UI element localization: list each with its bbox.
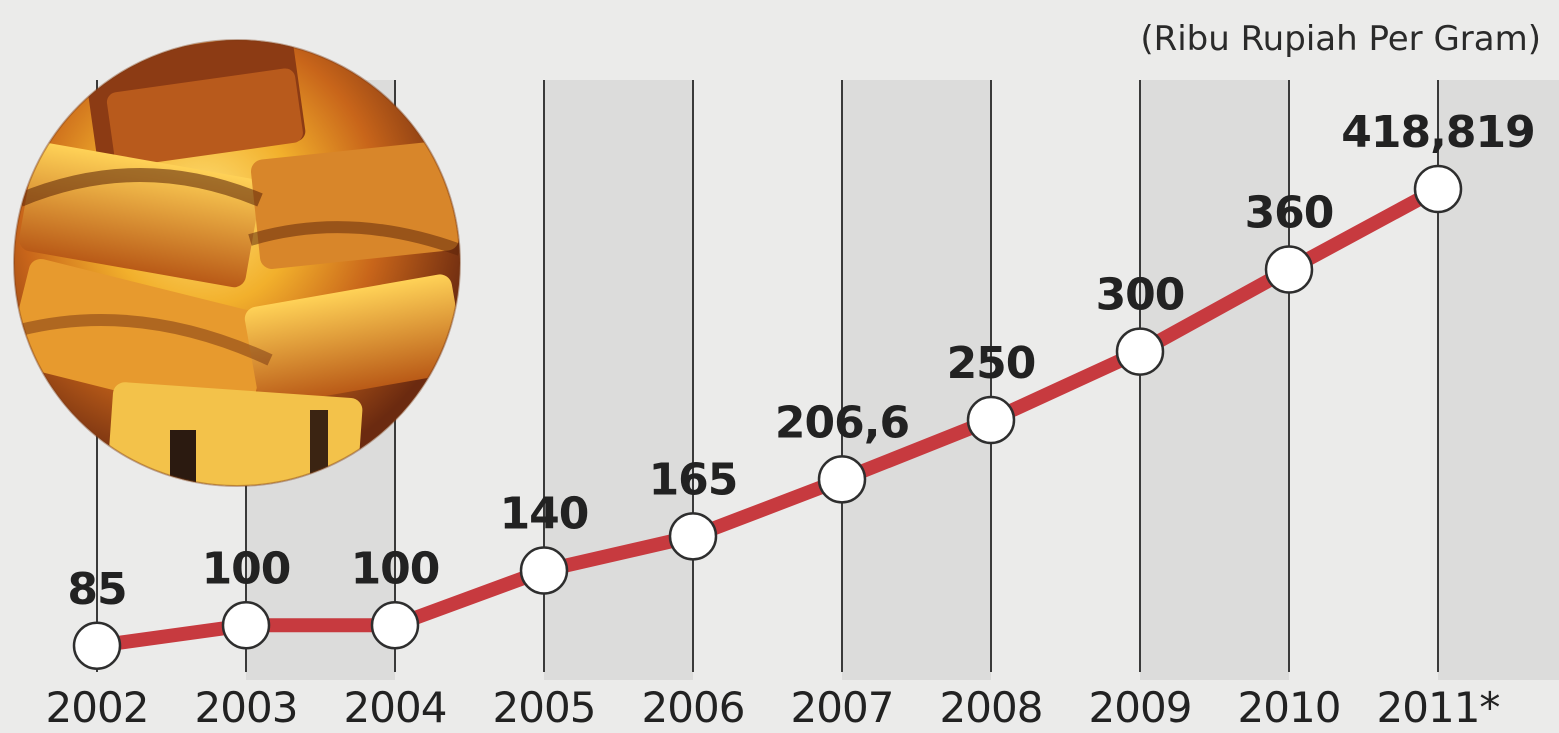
column-bands [246,80,1559,680]
column-band [1140,80,1289,680]
data-label-2011*: 418,819 [1341,107,1534,158]
unit-label: (Ribu Rupiah Per Gram) [1140,19,1541,59]
data-label-2009: 300 [1096,270,1185,321]
line-segment [1282,181,1445,277]
column-band [1438,80,1559,680]
x-tick-2010: 2010 [1238,683,1341,732]
line-segment [537,529,700,578]
gold-bars-photo [13,39,461,487]
x-tick-2002: 2002 [46,683,149,732]
x-tick-2006: 2006 [642,683,745,732]
data-point-2010 [1264,245,1314,294]
x-tick-2003: 2003 [195,683,298,732]
x-tick-2011*: 2011* [1377,683,1500,732]
series-line [90,181,1445,653]
line-segment [90,618,253,653]
column-band [842,80,991,680]
data-point-2004 [370,601,420,650]
data-label-2006: 165 [649,454,738,505]
data-label-2004: 100 [351,543,440,594]
data-point-2008 [966,395,1016,445]
data-label-2003: 100 [202,543,291,594]
line-segment [1133,262,1296,359]
x-tick-2009: 2009 [1089,683,1192,732]
x-tick-2004: 2004 [344,683,447,732]
x-tick-2008: 2008 [940,683,1043,732]
data-label-2010: 360 [1245,187,1334,238]
column-band [544,80,693,680]
line-segment [984,344,1147,427]
data-label-2005: 140 [500,489,589,540]
data-label-2007: 206,6 [775,397,909,448]
line-segment [686,472,849,544]
line-segment [388,563,551,633]
x-tick-2007: 2007 [791,683,894,732]
data-label-2008: 250 [947,338,1036,389]
x-tick-2005: 2005 [493,683,596,732]
data-point-2009 [1115,327,1165,376]
data-label-2002: 85 [67,564,126,615]
line-segment [835,413,998,487]
data-point-2006 [668,512,718,561]
data-point-2007 [817,455,867,504]
data-point-2003 [221,601,271,650]
data-point-2005 [519,546,569,595]
data-point-2002 [72,621,122,671]
data-point-2011* [1413,164,1463,214]
x-axis-tick-labels: 2002 2003 2004 2005 2006 2007 2008 2009 2010 2011… [46,683,1501,732]
data-point-markers [72,164,1463,671]
